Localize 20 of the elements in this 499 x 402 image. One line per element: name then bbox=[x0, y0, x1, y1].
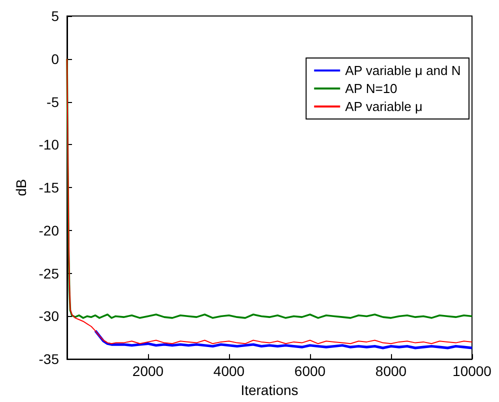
legend-label: AP variable μ bbox=[345, 99, 422, 114]
y-tick-label: -35 bbox=[38, 351, 60, 368]
legend-label: AP N=10 bbox=[345, 81, 398, 96]
x-tick-label: 2000 bbox=[132, 363, 164, 380]
y-tick-label: -25 bbox=[38, 265, 60, 282]
y-tick-label: -20 bbox=[38, 222, 60, 238]
x-tick-label: 4000 bbox=[213, 363, 245, 380]
x-tick-label: 10000 bbox=[452, 363, 492, 380]
y-tick-label: -5 bbox=[46, 94, 60, 110]
y-tick-label: -10 bbox=[38, 136, 60, 153]
legend-label: AP variable μ and N bbox=[345, 63, 461, 78]
x-tick-label: 8000 bbox=[375, 363, 407, 380]
y-tick-label: 0 bbox=[51, 50, 60, 67]
y-axis-title: dB bbox=[12, 178, 29, 196]
y-tick-label: -15 bbox=[38, 180, 60, 196]
y-tick-label: 5 bbox=[51, 8, 60, 24]
line-series bbox=[94, 329, 474, 350]
x-axis-title: Iterations bbox=[240, 382, 298, 398]
x-tick-label: 6000 bbox=[294, 363, 326, 380]
y-tick-label: -30 bbox=[38, 308, 60, 324]
